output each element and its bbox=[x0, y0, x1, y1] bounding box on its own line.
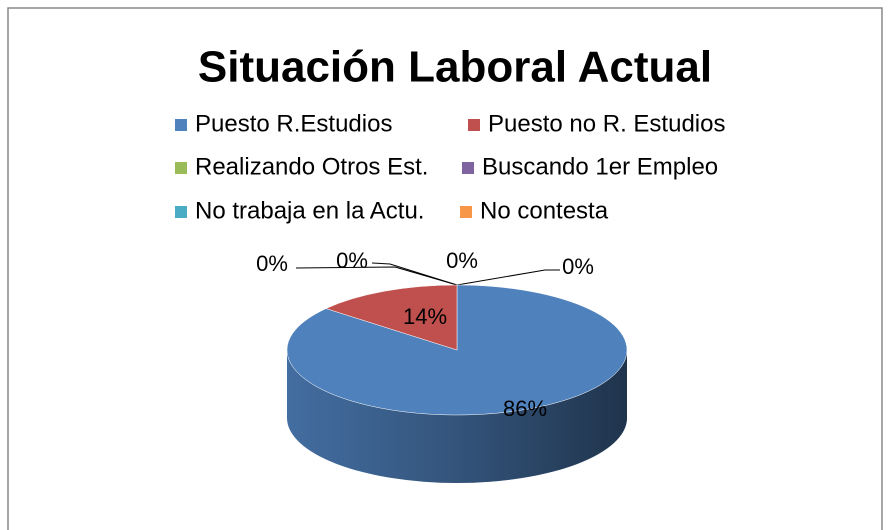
chart-border bbox=[7, 7, 883, 530]
data-label: 14% bbox=[403, 304, 447, 329]
legend-label: Buscando 1er Empleo bbox=[482, 153, 718, 180]
leader-lines bbox=[295, 262, 560, 286]
chart-title: Situación Laboral Actual bbox=[198, 43, 712, 92]
pie-side-shade bbox=[287, 350, 627, 483]
legend-swatch bbox=[175, 119, 187, 131]
data-label: 0% bbox=[256, 251, 288, 276]
legend-swatch bbox=[462, 162, 474, 174]
legend-label: Realizando Otros Est. bbox=[195, 153, 428, 180]
pie-slice bbox=[325, 284, 458, 351]
legend-swatch bbox=[175, 206, 187, 218]
legend-label: No trabaja en la Actu. bbox=[195, 197, 424, 224]
legend-swatch bbox=[468, 119, 480, 131]
pie-slice bbox=[286, 284, 628, 416]
legend-label: No contesta bbox=[480, 197, 609, 224]
legend-label: Puesto no R. Estudios bbox=[488, 110, 725, 137]
legend-swatch bbox=[460, 206, 472, 218]
data-label: 0% bbox=[336, 248, 368, 273]
data-label: 86% bbox=[503, 396, 547, 421]
legend-label: Puesto R.Estudios bbox=[195, 110, 392, 137]
legend-swatch bbox=[175, 162, 187, 174]
data-label: 0% bbox=[446, 248, 478, 273]
data-label: 0% bbox=[562, 254, 594, 279]
